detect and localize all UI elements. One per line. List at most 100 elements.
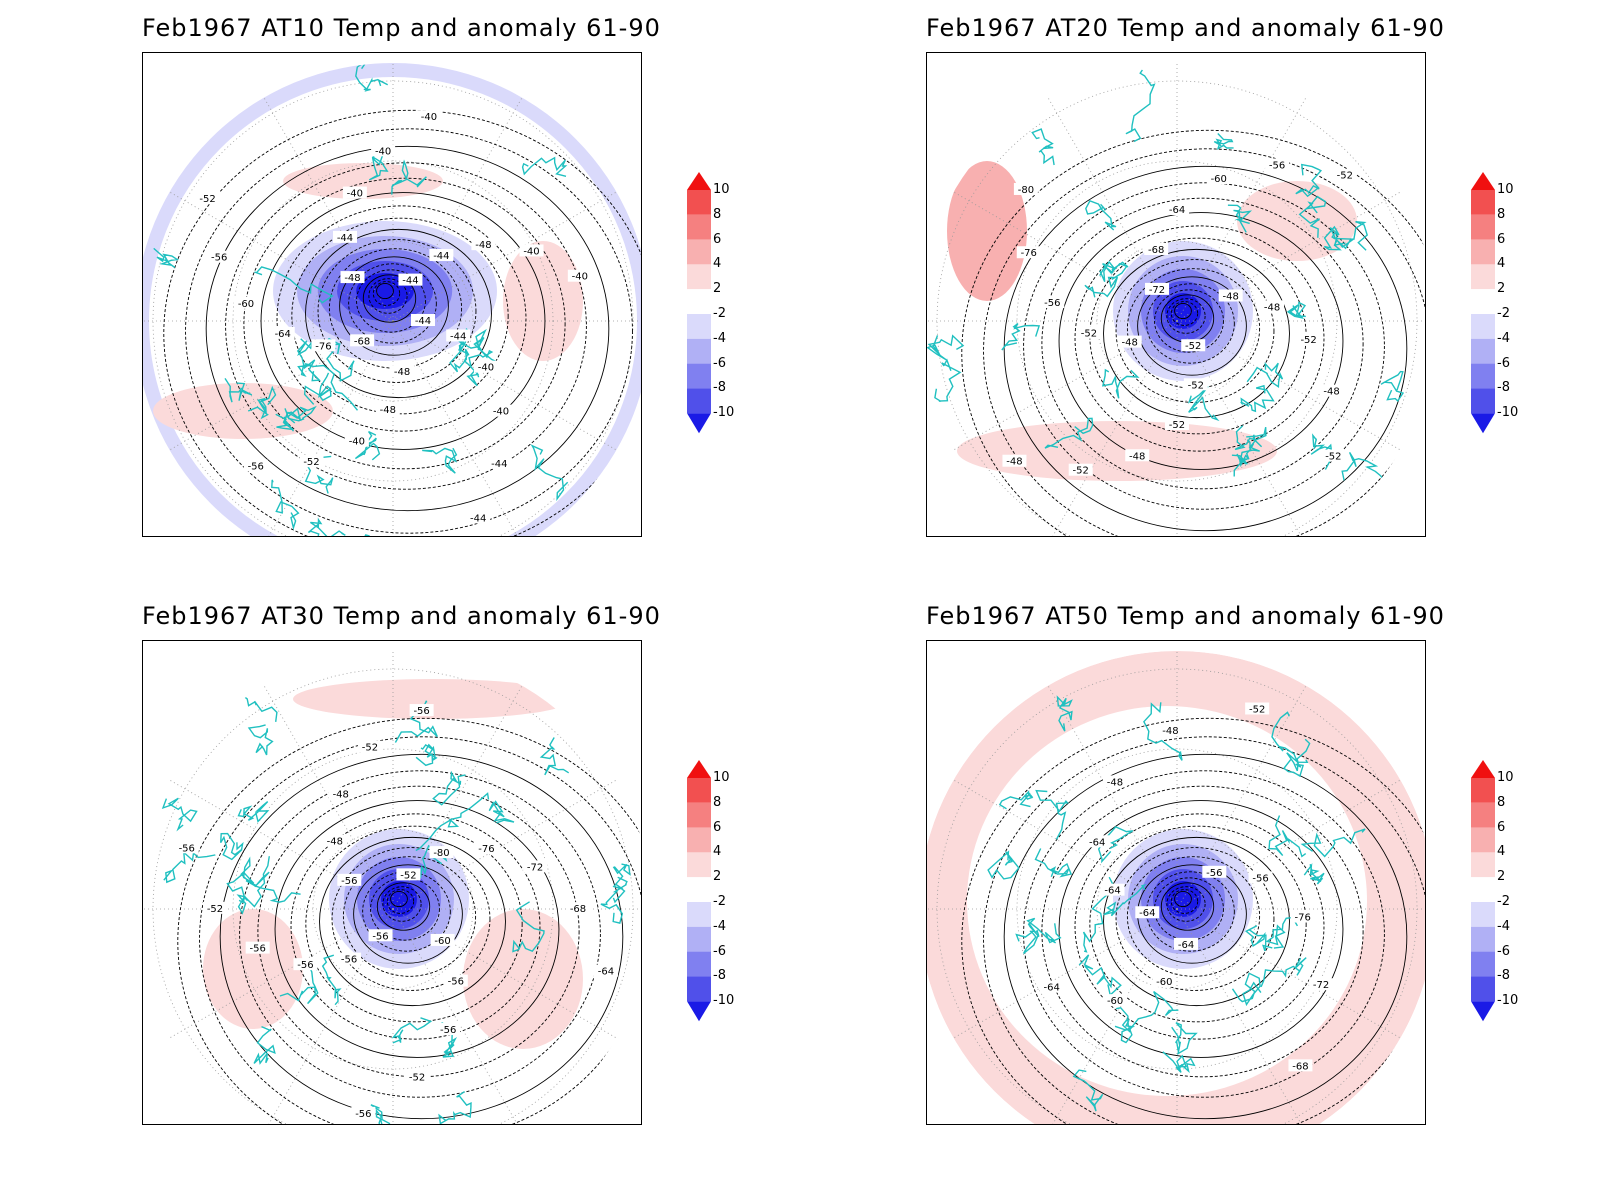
coastline [1171,1021,1198,1055]
svg-text:-56: -56 [341,955,357,966]
colorbar-label: -2 [713,306,726,321]
coastline [1231,972,1262,1007]
cold-anomaly-shading [381,881,417,917]
meridian-line [169,191,394,322]
coastline [1240,384,1275,413]
colorbar-swatch [687,239,711,265]
svg-text:-56: -56 [211,253,227,264]
temperature-contour [1115,847,1275,991]
temperature-contour [386,889,415,914]
contour-label: -56 [1265,158,1290,171]
contour-label: -52 [405,1070,430,1083]
temperature-contour [1160,882,1215,931]
svg-text:-44: -44 [470,513,486,524]
svg-text:-72: -72 [1149,285,1165,296]
coastline [391,159,427,195]
colorbar-label: -10 [1497,405,1519,421]
contour-label: -52 [1183,378,1208,391]
svg-text:-52: -52 [1169,420,1185,431]
svg-text:-68: -68 [1292,1061,1308,1072]
temperature-contour [1058,212,1344,470]
contour-label: -48 [1002,454,1027,468]
svg-text:-64: -64 [1178,940,1194,951]
contour-label: -56 [245,941,270,955]
coastline [432,770,466,806]
colorbar-label: -10 [1497,993,1519,1009]
svg-text:-56: -56 [413,706,429,717]
colorbar-swatch [687,852,711,878]
temperature-contour [1103,836,1290,1007]
contour-label: -52 [357,740,382,754]
svg-text:-56: -56 [1269,160,1285,171]
contour-label: -44 [466,511,491,524]
coastline [254,266,334,304]
meridian-line [1176,685,1307,910]
meridian-line [1176,97,1307,322]
colorbar-label: -4 [1497,918,1510,934]
svg-text:-44: -44 [402,276,418,287]
meridian-line [392,320,523,536]
svg-text:-40: -40 [572,272,588,283]
coastline [1380,370,1405,402]
temperature-contour [163,109,641,536]
svg-text:-56: -56 [341,876,357,887]
coastline [1101,368,1140,399]
meridian-line [953,779,1178,910]
svg-text:-76: -76 [315,341,331,352]
svg-text:-64: -64 [1089,837,1105,848]
contour-label: -40 [344,434,369,448]
contour-label: -48 [1125,449,1150,462]
contour-label: -56 [443,974,468,988]
contour-label: -52 [1076,326,1101,340]
svg-text:-44: -44 [337,233,353,244]
colorbar-label: -8 [1497,380,1510,396]
colorbar-label: -6 [1497,943,1510,959]
meridian-line [953,191,1178,322]
contour-label: -52 [1321,449,1346,463]
contour-label: -76 [474,842,499,855]
colorbar: 10 8 6 4 2 -2 -4 -6 -8 -10 [686,170,776,455]
colorbar: 10 8 6 4 2 -2 -4 -6 -8 -10 [1470,758,1560,1043]
colorbar-swatch [687,190,711,215]
meridian-line [1176,908,1401,1039]
contour-label: -40 [473,360,498,374]
svg-text:-56: -56 [1206,868,1222,879]
colorbar-swatch [1471,902,1495,927]
coastline [927,334,965,361]
meridian-line [169,320,394,451]
coastline [441,1022,458,1058]
colorbar-swatch [1471,388,1495,414]
svg-text:-48: -48 [1129,451,1145,462]
meridian-line [169,779,394,910]
contour-label: -48 [471,238,496,251]
svg-text:-44: -44 [415,316,431,327]
coastline [296,338,321,382]
svg-text:-52: -52 [199,194,215,205]
coastline [1331,221,1369,251]
svg-text:-64: -64 [598,967,614,978]
svg-text:-48: -48 [1006,457,1022,468]
temperature-contour [1137,276,1247,376]
coastline [370,1104,392,1124]
contour-label: -52 [203,901,228,915]
temperature-contour [1174,302,1192,320]
colorbar-label: -6 [1497,355,1510,371]
contour-label: -68 [1288,1059,1313,1072]
contour-label: -44 [333,230,357,244]
coastline [1303,863,1325,885]
temperature-contour [353,864,463,964]
polar-map: -52 -52 -52 -48 -52 -48 -48 -52 -56 -76 -80 -72 -68 -… [926,52,1426,537]
svg-text:-44: -44 [433,251,449,262]
temperature-contour [1003,165,1408,532]
colorbar-swatch [1471,363,1495,389]
colorbar-label: 6 [713,231,722,247]
svg-text:-48: -48 [1122,338,1138,349]
colorbar-swatch [1471,778,1495,803]
colorbar-label: 10 [1497,182,1514,197]
temperature-contour [348,263,437,344]
contour-label: -80 [1013,182,1038,196]
colorbar-label: -4 [713,330,726,346]
coastline [161,797,198,832]
contour-label: -40 [416,110,441,123]
svg-text:-72: -72 [527,862,543,873]
